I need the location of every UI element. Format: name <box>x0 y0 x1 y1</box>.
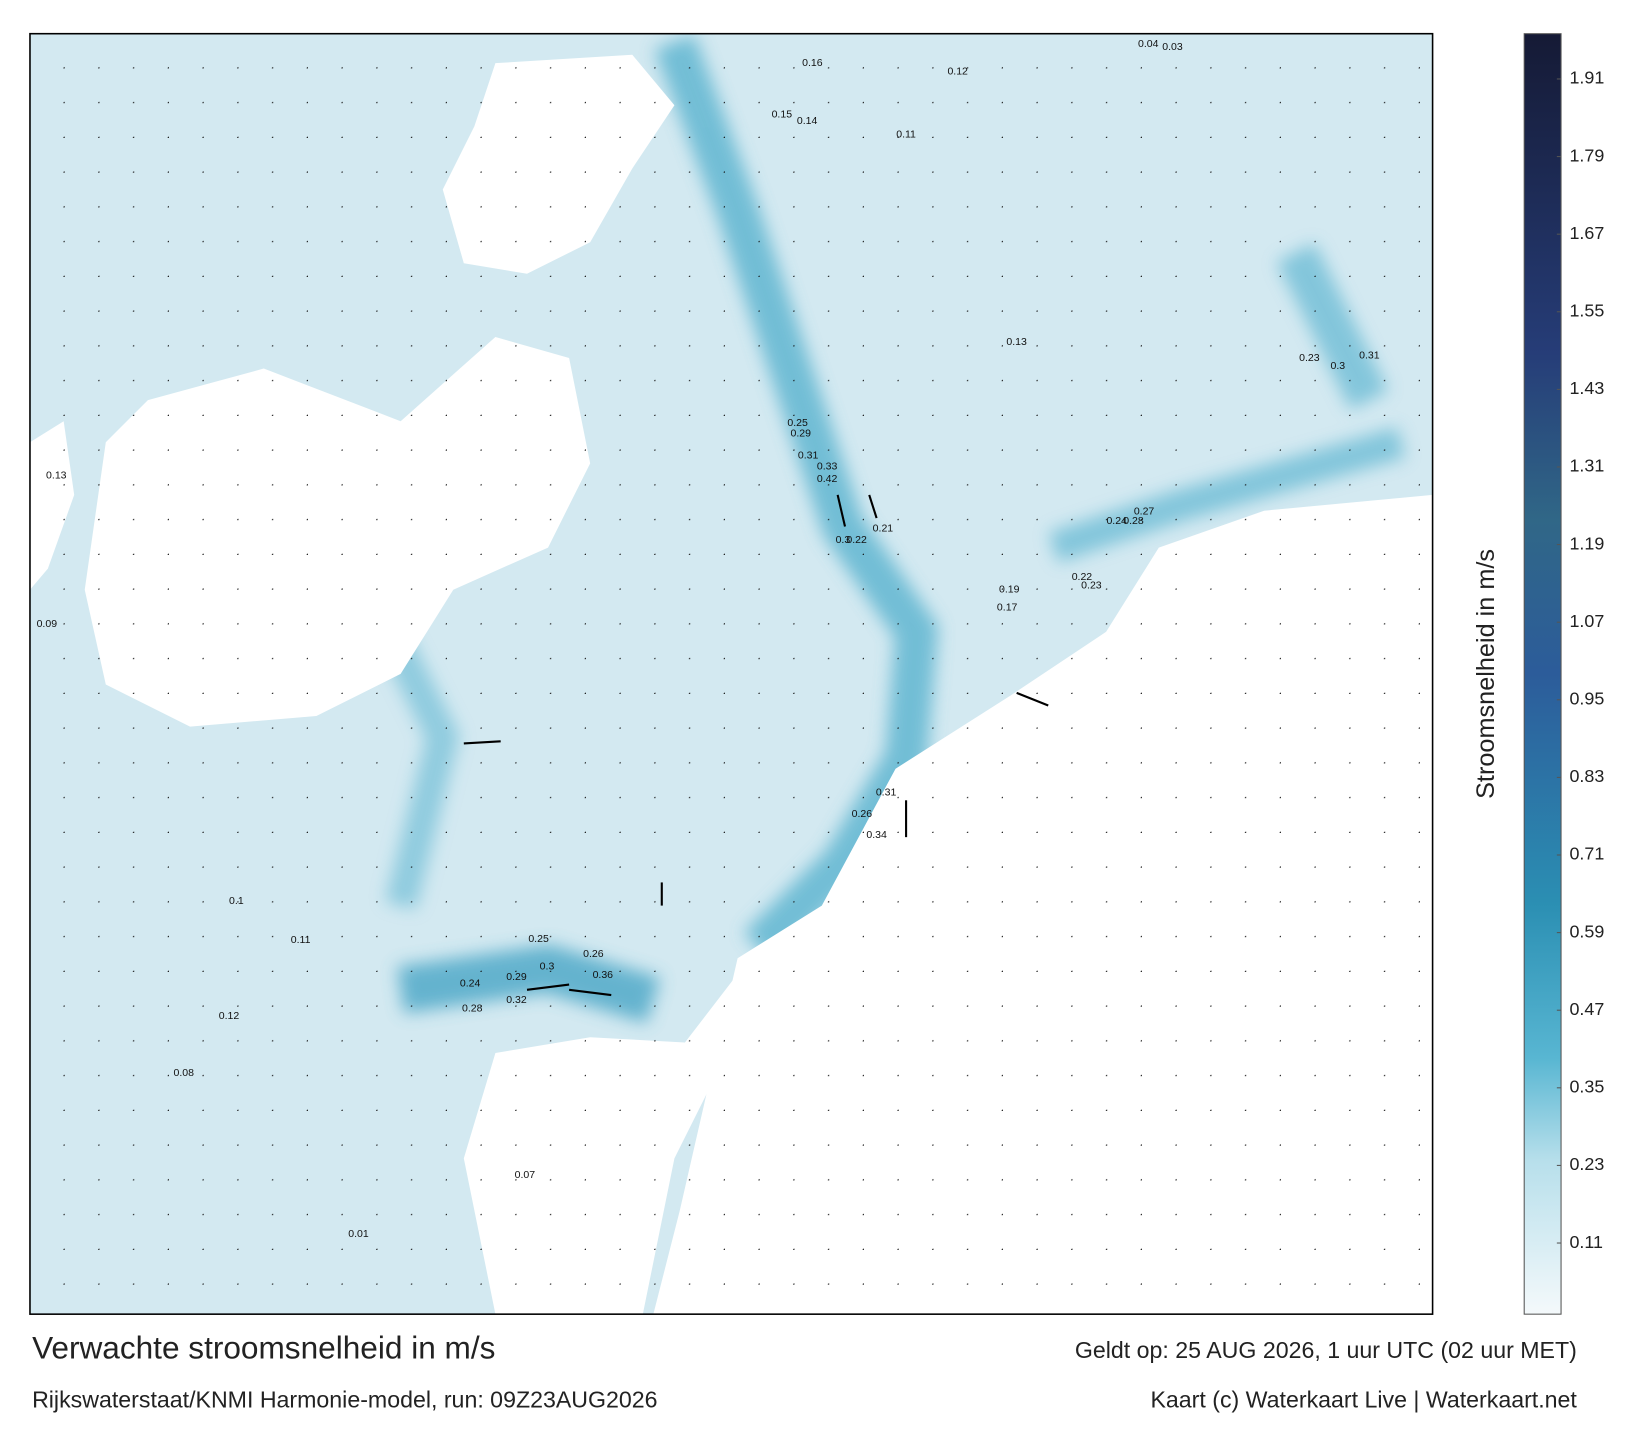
value-label: 0.25 <box>787 417 808 429</box>
colorbar-tick-label: 1.31 <box>1569 456 1604 476</box>
colorbar-tick-label: 0.71 <box>1569 844 1604 864</box>
credit: Kaart (c) Waterkaart Live | Waterkaart.n… <box>1150 1387 1577 1413</box>
value-label: 0.25 <box>528 933 549 945</box>
value-label: 0.19 <box>999 583 1020 595</box>
value-label: 0.24 <box>460 977 481 989</box>
map-frame <box>29 32 1434 1315</box>
value-label: 0.12 <box>219 1010 240 1022</box>
vector-grid <box>29 33 1433 1315</box>
value-label: 0.17 <box>997 601 1018 613</box>
value-label: 0.22 <box>1072 571 1093 583</box>
colorbar-tick-label: 0.23 <box>1569 1154 1604 1174</box>
value-label: 0.01 <box>348 1228 369 1240</box>
value-label: 0.04 <box>1138 38 1159 50</box>
value-label: 0.29 <box>506 971 527 983</box>
colorbar-tick-label: 0.59 <box>1569 921 1604 941</box>
value-label: 0.3 <box>836 534 851 546</box>
value-label: 0.15 <box>772 109 793 121</box>
map-area: 0.420.330.310.290.250.30.220.210.360.320… <box>29 33 1433 1315</box>
colorbar-label: Stroomsnelheid in m/s <box>1472 549 1500 799</box>
colorbar-tick-label: 1.79 <box>1569 145 1604 165</box>
value-label: 0.09 <box>37 618 58 630</box>
value-label: 0.31 <box>1359 350 1380 362</box>
value-label: 0.1 <box>229 895 244 907</box>
colorbar-tick-label: 1.43 <box>1569 378 1604 398</box>
title: Verwachte stroomsnelheid in m/s <box>32 1329 495 1365</box>
value-label: 0.24 <box>1106 515 1127 527</box>
value-label: 0.31 <box>798 450 819 462</box>
value-label: 0.13 <box>1006 336 1027 348</box>
value-label: 0.11 <box>291 934 311 946</box>
colorbar: Stroomsnelheid in m/s 0.11 0.23 0.35 0.47 0.… <box>1472 33 1604 1315</box>
value-label: 0.3 <box>1331 360 1346 372</box>
value-label: 0.23 <box>1299 352 1320 364</box>
value-label: 0.22 <box>846 534 867 546</box>
colorbar-tick-label: 0.95 <box>1569 689 1604 709</box>
value-label: 0.03 <box>1162 41 1183 53</box>
value-label: 0.31 <box>876 787 897 799</box>
value-label: 0.34 <box>866 829 887 841</box>
colorbar-tick-label: 1.07 <box>1569 611 1604 631</box>
value-label: 0.12 <box>947 65 968 77</box>
value-label: 0.21 <box>873 522 894 534</box>
value-label: 0.26 <box>583 948 604 960</box>
colorbar-scale <box>1523 33 1562 1315</box>
subtitle: Rijkswaterstaat/KNMI Harmonie-model, run… <box>32 1387 657 1413</box>
value-label: 0.14 <box>797 115 818 127</box>
value-label: 0.08 <box>173 1067 194 1079</box>
colorbar-tick-label: 0.83 <box>1569 766 1604 786</box>
value-label: 0.11 <box>896 129 916 141</box>
colorbar-tick-label: 1.91 <box>1569 68 1604 88</box>
colorbar-tick-label: 0.35 <box>1569 1077 1604 1097</box>
colorbar-tick-label: 1.67 <box>1569 223 1604 243</box>
value-label: 0.26 <box>852 808 873 820</box>
value-label: 0.28 <box>1123 515 1144 527</box>
colorbar-tick-label: 0.11 <box>1569 1232 1603 1252</box>
value-label: 0.28 <box>462 1003 483 1015</box>
colorbar-tick-label: 1.19 <box>1569 533 1604 553</box>
value-label: 0.27 <box>1134 506 1155 518</box>
current-arrows <box>463 494 1049 997</box>
value-label: 0.33 <box>817 460 838 472</box>
value-label: 0.42 <box>817 473 838 485</box>
colorbar-tick-label: 1.55 <box>1569 301 1604 321</box>
valid-time: Geldt op: 25 AUG 2026, 1 uur UTC (02 uur… <box>1075 1337 1577 1363</box>
value-label: 0.13 <box>46 470 67 482</box>
value-label: 0.29 <box>791 428 812 440</box>
value-label: 0.16 <box>802 57 823 69</box>
value-label: 0.32 <box>506 994 527 1006</box>
value-label: 0.23 <box>1081 579 1102 591</box>
value-label: 0.07 <box>515 1169 536 1181</box>
value-labels: 0.420.330.310.290.250.30.220.210.360.320… <box>37 38 1380 1240</box>
value-label: 0.36 <box>593 969 614 981</box>
value-label: 0.3 <box>540 960 555 972</box>
colorbar-tick-label: 0.47 <box>1569 999 1604 1019</box>
